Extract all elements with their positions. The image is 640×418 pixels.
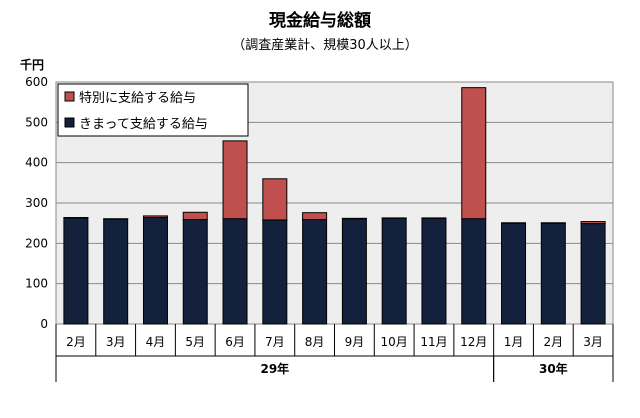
bar-segment [580,223,606,325]
y-tick-label: 200 [25,236,48,250]
y-tick-label: 0 [40,317,48,331]
x-tick-label: 1月 [504,335,524,349]
x-tick-label: 10月 [381,335,408,349]
bar-segment [262,178,288,221]
bar-segment [302,219,328,325]
y-tick-label: 300 [25,196,48,210]
bar-segment [222,140,248,220]
x-tick-label: 9月 [345,335,365,349]
legend-label: きまって支給する給与 [79,117,208,132]
x-tick-label: 2月 [66,335,86,349]
legend-swatch [64,91,75,102]
chart-title: 現金給与総額 [269,10,371,31]
bar-segment [580,221,606,225]
bar-segment [341,218,367,325]
bar-segment [182,211,208,221]
chart-subtitle: （調査産業計、規模30人以上） [232,37,418,53]
legend-label: 特別に支給する給与 [79,91,196,106]
y-tick-label: 400 [25,156,48,170]
y-axis: 0 100 200 300 400 500 600 [25,75,48,331]
y-tick-label: 100 [25,277,48,291]
legend-box [57,83,249,137]
bar-series [63,87,606,325]
x-tick-label: 7月 [265,335,285,349]
bar-segment [421,217,447,325]
x-tick-label: 3月 [106,335,126,349]
y-tick-label: 600 [25,75,48,89]
bar-segment [540,222,566,325]
y-tick-label: 500 [25,115,48,129]
bar-segment [142,217,168,325]
year-label: 29年 [260,361,289,376]
x-tick-label: 8月 [305,335,325,349]
bar-segment [461,87,487,220]
x-tick-label: 4月 [146,335,166,349]
bar-segment [381,217,407,325]
bar-segment [182,219,208,325]
y-axis-unit: 千円 [20,57,44,72]
bar-segment [501,222,527,325]
bar-segment [302,212,328,221]
bar-segment [142,215,168,219]
bar-segment [103,218,129,325]
x-tick-label: 2月 [544,335,564,349]
x-tick-label: 11月 [420,335,447,349]
year-label: 30年 [539,361,568,376]
bar-segment [262,219,288,325]
legend-swatch [64,117,75,128]
x-tick-label: 6月 [225,335,245,349]
x-tick-label: 3月 [583,335,603,349]
bar-segment [222,218,248,325]
bar-segment [461,218,487,325]
bar-segment [63,217,89,325]
x-axis: 2月 3月 4月 5月 6月 7月 8月 9月 10月 11月 12月 1月 2月 3月 29年 30年 [55,324,614,382]
x-tick-label: 5月 [185,335,205,349]
x-tick-label: 12月 [460,335,487,349]
